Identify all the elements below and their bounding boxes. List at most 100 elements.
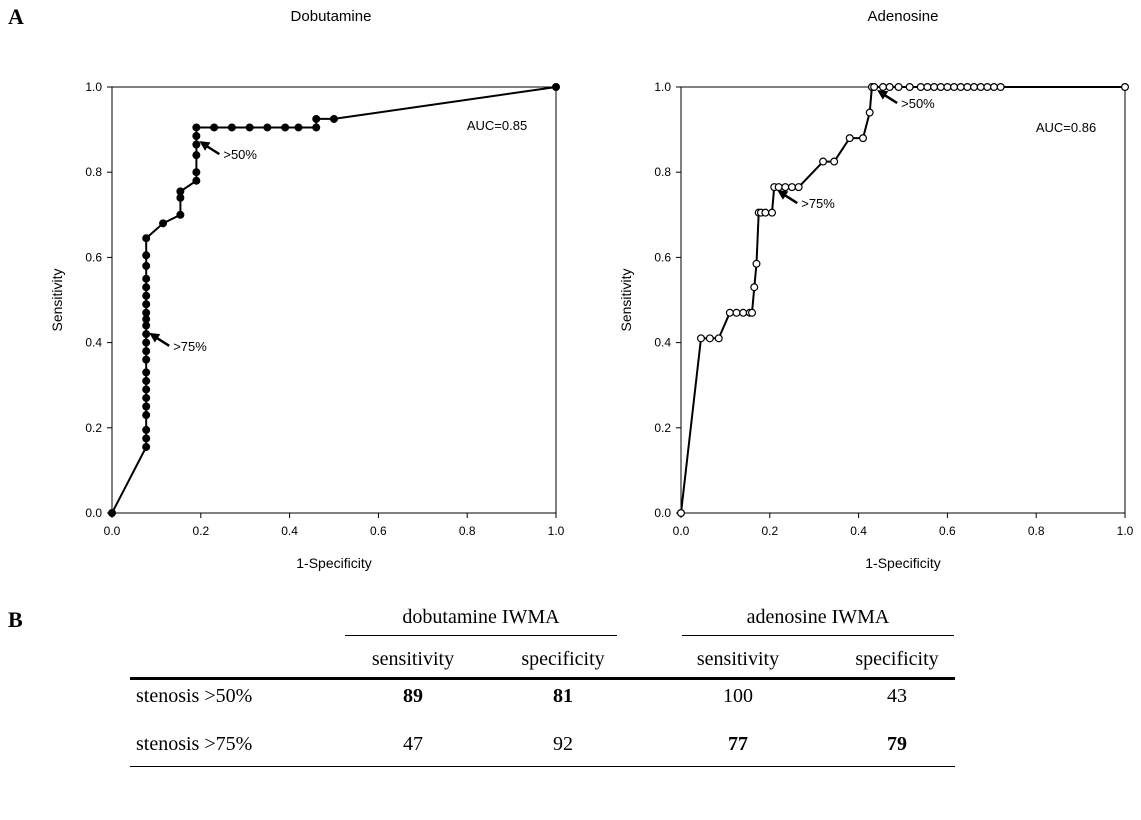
y-tick-label: 0.2	[85, 421, 102, 435]
data-point	[768, 208, 777, 217]
data-point	[819, 157, 828, 166]
data-point	[142, 274, 151, 283]
plot-frame	[111, 86, 557, 514]
data-point	[192, 151, 201, 160]
chart-title-adenosine: Adenosine	[867, 8, 939, 25]
roc-chart-dobutamine: 0.0 0.2 0.4 0.6 0.8 1.0 0.0 0.2 0.4 0.6 0.8 1.0 1-Sp…	[49, 80, 565, 571]
x-axis-title: 1-Specificity	[296, 555, 371, 571]
x-tick-label: 0.6	[939, 524, 956, 538]
y-tick-label: 0.6	[85, 250, 102, 264]
threshold-arrow-head	[199, 141, 211, 151]
data-point	[142, 300, 151, 309]
x-tick-label: 1.0	[548, 524, 565, 538]
data-point	[142, 411, 151, 420]
data-point	[159, 219, 168, 228]
data-point	[748, 308, 757, 317]
data-point	[142, 330, 151, 339]
data-point	[752, 259, 761, 268]
data-point	[1120, 82, 1129, 91]
data-point	[142, 347, 151, 356]
roc-chart-adenosine: 0.0 0.2 0.4 0.6 0.8 1.0 0.0 0.2 0.4 0.6 0.8 1.0 1-Sp…	[618, 80, 1134, 571]
y-tick-label: 1.0	[654, 80, 671, 94]
table-cell: 100	[723, 685, 753, 707]
auc-annotation: AUC=0.85	[467, 118, 527, 133]
y-axis-title: Sensitivity	[618, 268, 634, 331]
x-tick-label: 0.2	[761, 524, 778, 538]
data-point	[227, 123, 236, 132]
data-point	[312, 114, 321, 123]
data-point	[142, 283, 151, 292]
threshold-label: >75%	[801, 196, 835, 211]
data-point	[107, 509, 116, 518]
data-point	[859, 134, 868, 143]
data-point	[894, 82, 903, 91]
data-point	[676, 509, 685, 518]
data-point	[281, 123, 290, 132]
table-cell: 77	[728, 733, 748, 755]
table-cell: 47	[403, 733, 423, 755]
chart-title-dobutamine: Dobutamine	[290, 8, 372, 25]
data-point	[192, 131, 201, 140]
data-point	[142, 425, 151, 434]
group-rule-adenosine	[682, 635, 954, 636]
data-point	[865, 108, 874, 117]
data-point	[142, 261, 151, 270]
threshold-arrow-head	[877, 90, 889, 100]
data-point	[142, 338, 151, 347]
x-tick-label: 0.2	[192, 524, 209, 538]
data-point	[142, 308, 151, 317]
column-header: specificity	[521, 648, 605, 670]
group-header-dobutamine: dobutamine IWMA	[402, 606, 560, 628]
y-tick-label: 0.4	[85, 336, 102, 350]
data-point	[142, 376, 151, 385]
data-point	[294, 123, 303, 132]
data-point	[176, 187, 185, 196]
data-point	[885, 82, 894, 91]
x-tick-label: 0.8	[459, 524, 476, 538]
x-tick-label: 0.6	[370, 524, 387, 538]
group-rule-dobutamine	[345, 635, 617, 636]
panel-a-label: A	[8, 4, 24, 29]
threshold-label: >50%	[901, 96, 935, 111]
y-tick-label: 0.2	[654, 421, 671, 435]
data-point	[210, 123, 219, 132]
threshold-arrow-head	[777, 190, 789, 200]
data-point	[176, 210, 185, 219]
data-point	[263, 123, 272, 132]
data-point	[750, 283, 759, 292]
y-tick-label: 0.8	[654, 165, 671, 179]
threshold-arrow-head	[149, 332, 161, 343]
data-point	[551, 82, 560, 91]
table-header-rule	[130, 677, 955, 680]
column-header: specificity	[855, 648, 939, 670]
data-point	[142, 402, 151, 411]
data-point	[142, 442, 151, 451]
data-point	[142, 291, 151, 300]
x-tick-label: 0.8	[1028, 524, 1045, 538]
data-point	[312, 123, 321, 132]
panel-b-label: B	[8, 607, 23, 632]
auc-annotation: AUC=0.86	[1036, 120, 1096, 135]
y-tick-label: 0.6	[654, 250, 671, 264]
data-point	[830, 157, 839, 166]
data-point	[142, 234, 151, 243]
data-point	[714, 334, 723, 343]
threshold-label: >75%	[173, 339, 207, 354]
data-point	[705, 334, 714, 343]
data-point	[192, 176, 201, 185]
table-cell: 43	[887, 685, 907, 707]
data-point	[142, 368, 151, 377]
y-tick-label: 0.8	[85, 165, 102, 179]
threshold-label: >50%	[223, 147, 257, 162]
y-axis-title: Sensitivity	[49, 268, 65, 331]
y-tick-label: 1.0	[85, 80, 102, 94]
table-cell: 81	[553, 685, 573, 707]
column-header: sensitivity	[371, 648, 455, 670]
data-point	[845, 134, 854, 143]
x-axis-title: 1-Specificity	[865, 555, 940, 571]
x-tick-label: 0.0	[673, 524, 690, 538]
table-bottom-rule	[130, 766, 955, 767]
row-label: stenosis >75%	[136, 733, 253, 755]
table-cell: 79	[887, 733, 907, 755]
column-header: sensitivity	[696, 648, 780, 670]
